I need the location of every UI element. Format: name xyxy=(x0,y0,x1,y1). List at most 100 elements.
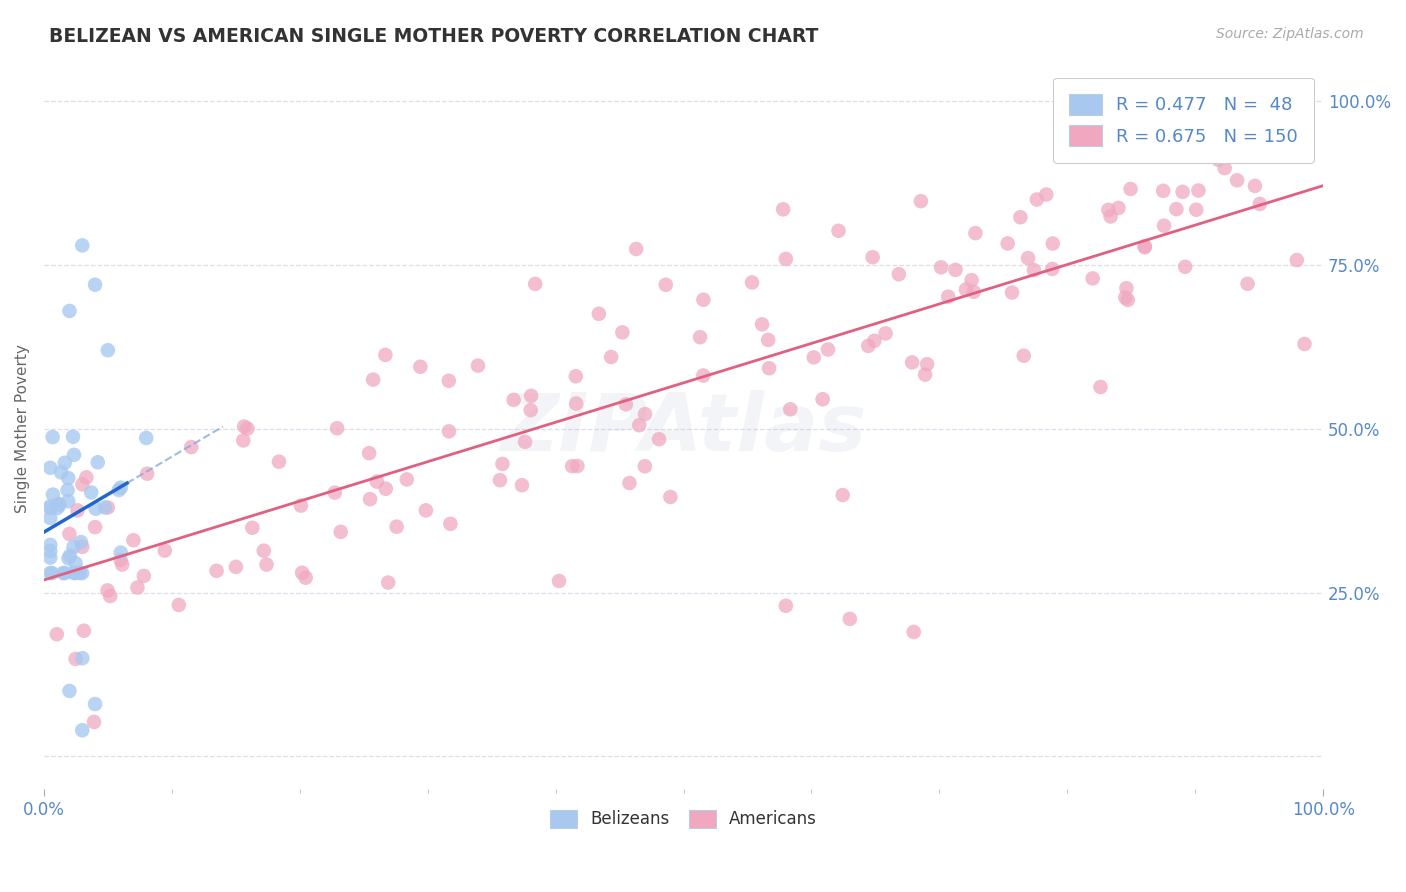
Point xyxy=(1226,173,1249,187)
Point xyxy=(811,392,834,407)
Point xyxy=(1171,185,1194,199)
Point xyxy=(1213,161,1236,175)
Point xyxy=(374,348,396,362)
Point xyxy=(741,276,763,290)
Point xyxy=(1022,263,1045,277)
Point xyxy=(49,466,72,480)
Point xyxy=(1017,251,1039,265)
Point xyxy=(858,339,880,353)
Point xyxy=(838,612,860,626)
Point xyxy=(817,343,839,357)
Point xyxy=(70,535,93,549)
Point xyxy=(65,566,87,580)
Point xyxy=(180,440,202,454)
Point xyxy=(385,519,408,533)
Point xyxy=(84,697,107,711)
Legend: Belizeans, Americans: Belizeans, Americans xyxy=(543,803,824,835)
Point xyxy=(929,260,952,275)
Point xyxy=(803,351,825,365)
Point xyxy=(520,389,543,403)
Point xyxy=(1025,193,1047,207)
Point xyxy=(96,583,118,598)
Point xyxy=(437,425,460,439)
Point xyxy=(48,498,70,512)
Point xyxy=(127,581,149,595)
Point xyxy=(756,333,779,347)
Point xyxy=(167,598,190,612)
Point xyxy=(409,359,432,374)
Point xyxy=(467,359,489,373)
Point xyxy=(634,407,657,421)
Point xyxy=(1107,201,1129,215)
Point xyxy=(758,361,780,376)
Point xyxy=(567,458,589,473)
Point xyxy=(136,467,159,481)
Point xyxy=(58,471,80,485)
Point xyxy=(58,527,80,541)
Point xyxy=(915,357,938,371)
Point xyxy=(614,397,637,411)
Point xyxy=(648,432,671,446)
Point xyxy=(72,238,94,252)
Point xyxy=(1114,291,1136,305)
Point xyxy=(775,252,797,266)
Point xyxy=(39,538,62,552)
Text: BELIZEAN VS AMERICAN SINGLE MOTHER POVERTY CORRELATION CHART: BELIZEAN VS AMERICAN SINGLE MOTHER POVER… xyxy=(49,27,818,45)
Point xyxy=(97,343,120,358)
Point xyxy=(510,478,533,492)
Point xyxy=(52,566,75,580)
Point xyxy=(45,627,67,641)
Point xyxy=(1012,349,1035,363)
Point xyxy=(110,481,132,495)
Point xyxy=(1174,260,1197,274)
Point xyxy=(232,434,254,448)
Point xyxy=(1244,178,1267,193)
Point xyxy=(84,501,107,516)
Point xyxy=(329,524,352,539)
Point xyxy=(62,430,84,444)
Point xyxy=(963,285,986,299)
Point xyxy=(862,250,884,264)
Point xyxy=(98,589,121,603)
Point xyxy=(94,500,117,515)
Point xyxy=(80,485,103,500)
Point xyxy=(72,723,94,738)
Point xyxy=(524,277,547,291)
Point xyxy=(53,566,76,580)
Point xyxy=(1249,107,1271,121)
Point xyxy=(294,571,316,585)
Point xyxy=(692,368,714,383)
Point xyxy=(66,503,89,517)
Point xyxy=(565,396,588,410)
Point xyxy=(256,558,278,572)
Point xyxy=(489,473,512,487)
Point xyxy=(87,455,110,469)
Point xyxy=(1152,184,1174,198)
Point xyxy=(415,503,437,517)
Point xyxy=(1153,219,1175,233)
Point xyxy=(1243,129,1265,144)
Point xyxy=(910,194,932,208)
Point xyxy=(110,546,132,560)
Point xyxy=(122,533,145,548)
Point xyxy=(205,564,228,578)
Point xyxy=(1042,236,1064,251)
Point xyxy=(377,575,399,590)
Point xyxy=(395,472,418,486)
Point xyxy=(72,477,94,491)
Point xyxy=(831,488,853,502)
Point xyxy=(135,431,157,445)
Point xyxy=(548,574,571,588)
Point xyxy=(901,355,924,369)
Point xyxy=(600,350,623,364)
Point xyxy=(39,544,62,558)
Point xyxy=(39,511,62,525)
Point xyxy=(1185,202,1208,217)
Point xyxy=(612,326,634,340)
Point xyxy=(619,476,641,491)
Point xyxy=(1249,197,1271,211)
Point xyxy=(63,566,86,580)
Point xyxy=(58,494,80,508)
Point xyxy=(502,392,524,407)
Point xyxy=(1133,240,1156,254)
